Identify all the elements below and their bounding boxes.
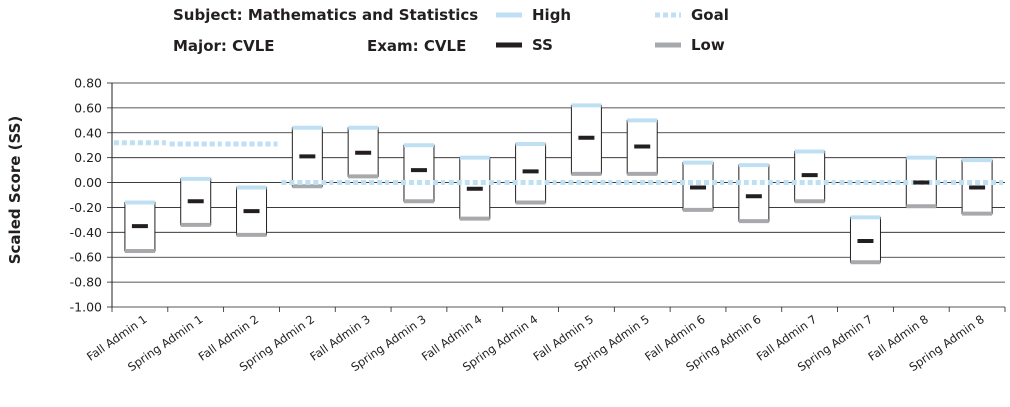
range-box — [403, 144, 435, 202]
y-tick-label: 0.40 — [74, 125, 102, 140]
y-tick-label: -0.60 — [70, 250, 102, 265]
subject-title: Subject: Mathematics and Statistics — [173, 6, 479, 24]
major-label: Major: CVLE — [173, 37, 275, 55]
y-tick-label: -1.00 — [70, 300, 102, 315]
y-tick-label: 0.20 — [74, 150, 102, 165]
y-tick-label: 0.00 — [74, 175, 102, 190]
exam-label: Exam: CVLE — [367, 37, 467, 55]
y-tick-label: 0.60 — [74, 100, 102, 115]
legend-label-goal: Goal — [691, 6, 729, 24]
y-axis-label: Scaled Score (SS) — [6, 116, 24, 265]
y-tick-label: -0.80 — [70, 275, 102, 290]
legend-label-low: Low — [691, 36, 725, 54]
y-axis-ticks: 0.80 0.60 0.40 0.20 0.00 -0.20 -0.40 -0.60 -0.80… — [70, 76, 102, 315]
chart-legend: High Goal SS Low — [496, 6, 729, 54]
chart-boxes — [113, 103, 1004, 265]
legend-label-high: High — [532, 6, 571, 24]
y-tick-label: -0.20 — [70, 200, 102, 215]
legend-label-ss: SS — [532, 36, 553, 54]
y-tick-label: -0.40 — [70, 225, 102, 240]
range-box — [738, 164, 770, 222]
y-tick-label: 0.80 — [74, 76, 102, 91]
